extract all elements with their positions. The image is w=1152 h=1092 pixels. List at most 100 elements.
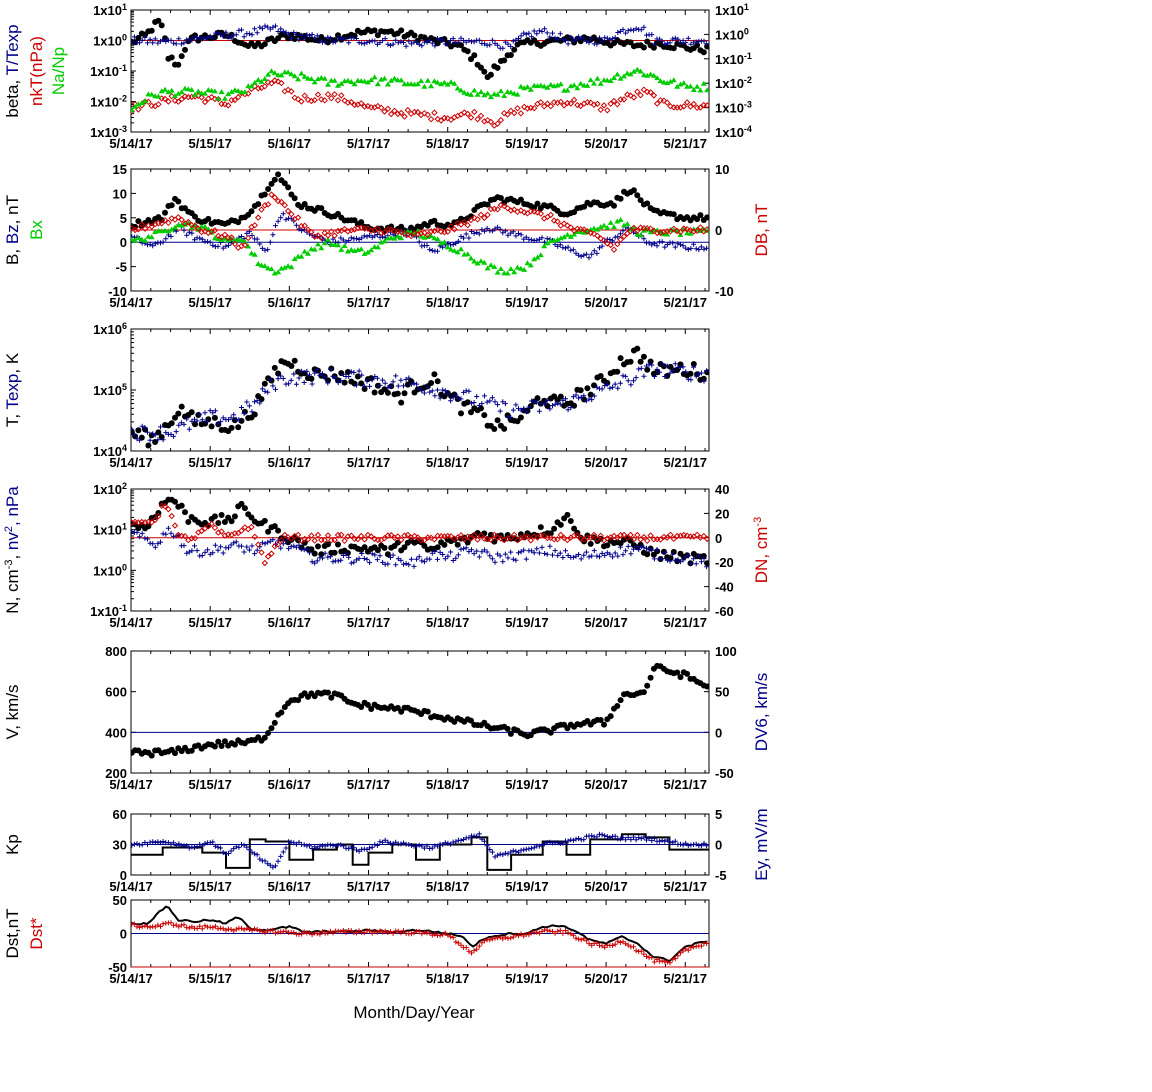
data-point: [531, 28, 537, 34]
data-point: [448, 79, 454, 85]
data-point: [314, 531, 322, 539]
data-point: [591, 248, 597, 254]
data-point: [239, 925, 244, 931]
data-point: [325, 689, 331, 696]
data-point: [630, 68, 637, 74]
data-point: [664, 557, 670, 563]
data-point: [388, 555, 393, 560]
series-dst: [131, 920, 709, 966]
data-point: [259, 26, 265, 32]
data-point: [454, 541, 461, 548]
data-point: [637, 358, 644, 365]
data-point: [137, 40, 143, 46]
data-point: [369, 551, 375, 557]
data-point: [263, 798, 268, 803]
data-point: [703, 226, 709, 233]
data-point: [646, 547, 652, 553]
data-point: [461, 235, 467, 241]
data-point: [338, 929, 344, 935]
data-point: [231, 808, 236, 813]
data-point: [417, 230, 425, 237]
data-point: [638, 836, 644, 842]
data-point: [701, 556, 707, 562]
data-point: [627, 531, 634, 539]
data-point: [547, 81, 554, 87]
data-point: [351, 370, 357, 375]
data-point: [427, 556, 433, 562]
data-point: [502, 934, 508, 940]
data-point: [542, 401, 548, 407]
data-point: [178, 89, 185, 95]
data-point: [296, 37, 302, 43]
data-point: [179, 808, 184, 813]
data-point: [625, 942, 631, 948]
data-point: [364, 847, 370, 852]
data-point: [574, 85, 581, 91]
data-point: [328, 228, 335, 235]
data-point: [690, 87, 697, 92]
data-point: [567, 100, 575, 107]
data-point: [221, 519, 228, 525]
data-point: [381, 229, 388, 236]
data-point: [700, 80, 707, 86]
data-point: [510, 531, 518, 539]
data-point: [356, 848, 362, 854]
data-point: [408, 931, 414, 937]
data-point: [542, 800, 547, 805]
data-point: [215, 30, 221, 36]
x-tick-label: 5/16/17: [268, 615, 311, 630]
data-point: [431, 78, 438, 84]
y-left-tick-label: 1x10-3: [90, 124, 127, 140]
data-point: [513, 233, 519, 239]
data-point: [211, 743, 218, 750]
data-point: [516, 933, 521, 939]
data-point: [479, 836, 485, 842]
data-point: [357, 100, 365, 107]
data-point: [492, 559, 498, 565]
data-point: [440, 387, 446, 393]
data-point: [191, 534, 199, 542]
data-point: [390, 552, 396, 558]
data-point: [176, 422, 182, 428]
data-point: [534, 395, 541, 402]
data-point: [369, 377, 375, 383]
data-point: [647, 358, 654, 365]
data-point: [615, 234, 621, 240]
data-point: [435, 556, 440, 562]
data-point: [531, 550, 537, 556]
data-point: [380, 38, 386, 43]
data-point: [477, 211, 485, 219]
data-point: [703, 535, 709, 543]
data-point: [131, 39, 135, 45]
data-point: [703, 102, 709, 109]
x-tick-label: 5/15/17: [188, 615, 231, 630]
y-right-tick-label: 1x100: [715, 26, 749, 42]
data-point: [131, 426, 135, 432]
data-point: [273, 23, 278, 29]
data-point: [542, 551, 548, 556]
data-point: [199, 417, 205, 423]
data-point: [295, 76, 302, 82]
data-point: [147, 36, 153, 42]
data-point: [341, 813, 346, 818]
data-point: [148, 234, 155, 240]
data-point: [361, 78, 368, 84]
data-point: [202, 223, 208, 229]
data-point: [487, 847, 493, 852]
data-point: [138, 434, 145, 441]
data-point: [278, 72, 285, 78]
data-point: [197, 411, 203, 417]
data-point: [325, 236, 331, 242]
data-point: [364, 39, 370, 45]
data-point: [221, 231, 229, 239]
data-point: [176, 841, 182, 847]
data-point: [208, 423, 215, 430]
data-point: [380, 559, 386, 565]
data-point: [318, 551, 325, 558]
data-point: [419, 931, 425, 937]
data-point: [620, 96, 628, 103]
data-point: [617, 236, 624, 243]
data-point: [291, 94, 298, 101]
data-point: [704, 560, 709, 567]
data-point: [432, 931, 438, 937]
